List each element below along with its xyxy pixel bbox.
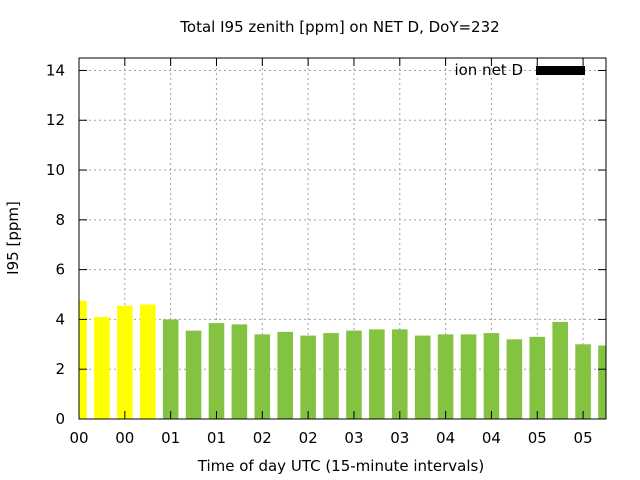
bar	[254, 334, 271, 419]
plot-frame	[78, 57, 607, 420]
y-tick-label: 6	[55, 261, 65, 279]
bar	[323, 333, 339, 419]
chart-title: Total I95 zenith [ppm] on NET D, DoY=232	[179, 18, 499, 36]
legend-label: ion net D	[454, 61, 523, 79]
bar	[79, 300, 87, 419]
bar	[529, 336, 546, 419]
legend: ion net D	[454, 61, 585, 79]
y-tick-label: 0	[55, 410, 65, 428]
x-tick-label: 03	[390, 429, 409, 447]
x-tick-label: 02	[253, 429, 272, 447]
x-axis-label: Time of day UTC (15-minute intervals)	[197, 457, 484, 475]
bar	[185, 330, 202, 419]
bar	[162, 319, 179, 419]
x-tick-label: 04	[482, 429, 501, 447]
bar	[139, 304, 156, 419]
bar	[575, 344, 591, 419]
y-tick-label: 8	[55, 211, 65, 229]
bar	[391, 329, 408, 419]
bar	[506, 339, 523, 419]
y-tick-label: 12	[46, 111, 65, 129]
legend-swatch	[536, 66, 585, 75]
y-tick-label: 2	[55, 360, 65, 378]
x-tick-label: 05	[574, 429, 593, 447]
bar	[94, 316, 110, 419]
bar	[231, 324, 248, 419]
bars	[79, 300, 606, 419]
bar	[552, 321, 568, 419]
x-tick-label: 00	[115, 429, 134, 447]
x-tick-label: 02	[299, 429, 318, 447]
x-tick-label: 05	[528, 429, 547, 447]
x-tick-label: 00	[69, 429, 88, 447]
bar	[483, 333, 500, 419]
bar	[346, 330, 362, 419]
bar	[300, 335, 316, 419]
y-tick-label: 14	[46, 61, 65, 79]
x-tick-label: 01	[161, 429, 180, 447]
x-tick-label: 04	[436, 429, 455, 447]
x-tick-label: 01	[207, 429, 226, 447]
bar	[460, 334, 477, 419]
y-axis-label: I95 [ppm]	[4, 201, 22, 275]
bar	[598, 345, 606, 419]
bar	[277, 331, 294, 419]
bar	[208, 323, 225, 419]
bar	[414, 335, 431, 419]
y-tick-label: 10	[46, 161, 65, 179]
bar	[117, 305, 133, 419]
bar	[369, 329, 385, 419]
y-tick-label: 4	[55, 310, 65, 328]
bar	[437, 334, 454, 419]
x-tick-label: 03	[344, 429, 363, 447]
